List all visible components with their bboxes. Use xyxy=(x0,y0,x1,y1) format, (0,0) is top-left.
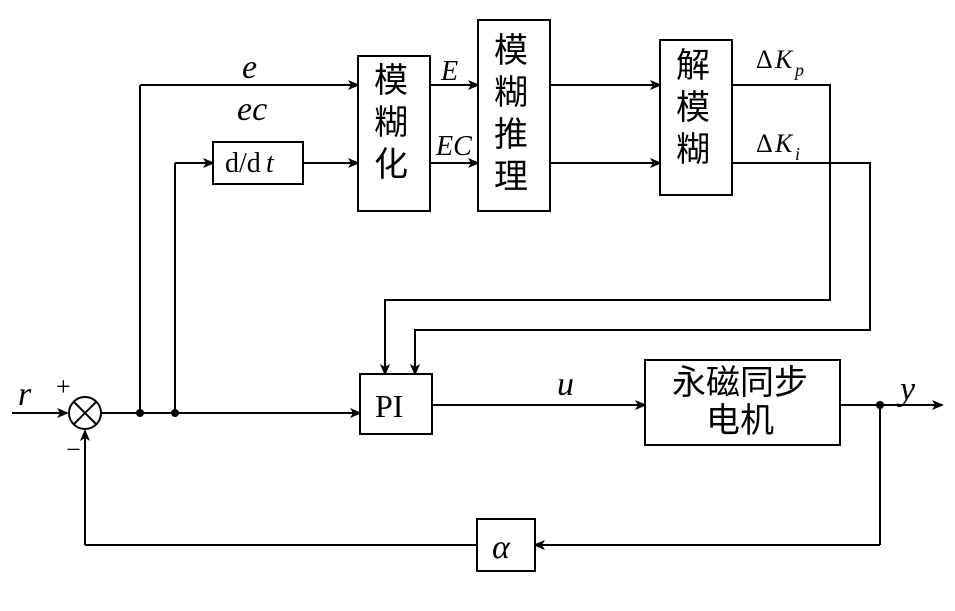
label-ddt_t: t xyxy=(266,148,275,179)
label-infer-3: 理 xyxy=(494,159,528,196)
label-ddt_d1: d/d xyxy=(225,148,261,179)
label-fuzzify-0: 模 xyxy=(374,62,408,100)
label-motor1: 永磁同步 xyxy=(672,364,808,402)
label-dKp_K: K xyxy=(774,45,794,74)
junction-dot xyxy=(876,401,884,409)
label-dKp_d: Δ xyxy=(756,45,773,74)
label-alpha: α xyxy=(492,529,511,566)
label-dKp_p: p xyxy=(793,60,804,80)
label-r: r xyxy=(18,376,32,413)
label-dKi_i: i xyxy=(795,144,800,164)
label-plus: + xyxy=(56,372,71,401)
label-defuzz-1: 模 xyxy=(676,89,710,127)
label-EC: EC xyxy=(435,131,472,162)
junction-dot xyxy=(171,409,179,417)
label-ec: ec xyxy=(237,91,267,128)
label-infer-2: 推 xyxy=(494,116,528,154)
label-fuzzify-2: 化 xyxy=(374,146,408,184)
label-infer-0: 模 xyxy=(494,32,528,70)
label-E: E xyxy=(440,56,458,87)
label-e: e xyxy=(242,49,257,86)
label-y: y xyxy=(897,371,916,408)
block-diagram: r+−eecEECΔKpΔKiuyd/dtPIα模糊化模糊推理解模糊永磁同步电机 xyxy=(0,0,955,611)
label-motor2: 电机 xyxy=(706,402,774,440)
label-defuzz-2: 糊 xyxy=(676,131,710,169)
label-dKi_d: Δ xyxy=(756,129,773,158)
label-infer-1: 糊 xyxy=(494,74,528,112)
label-u: u xyxy=(557,366,574,403)
junction-dot xyxy=(136,409,144,417)
label-dKi_K: K xyxy=(774,129,794,158)
label-pi_txt: PI xyxy=(375,388,403,424)
label-fuzzify-1: 糊 xyxy=(374,104,408,142)
label-defuzz-0: 解 xyxy=(676,47,710,85)
label-minus: − xyxy=(66,435,81,464)
